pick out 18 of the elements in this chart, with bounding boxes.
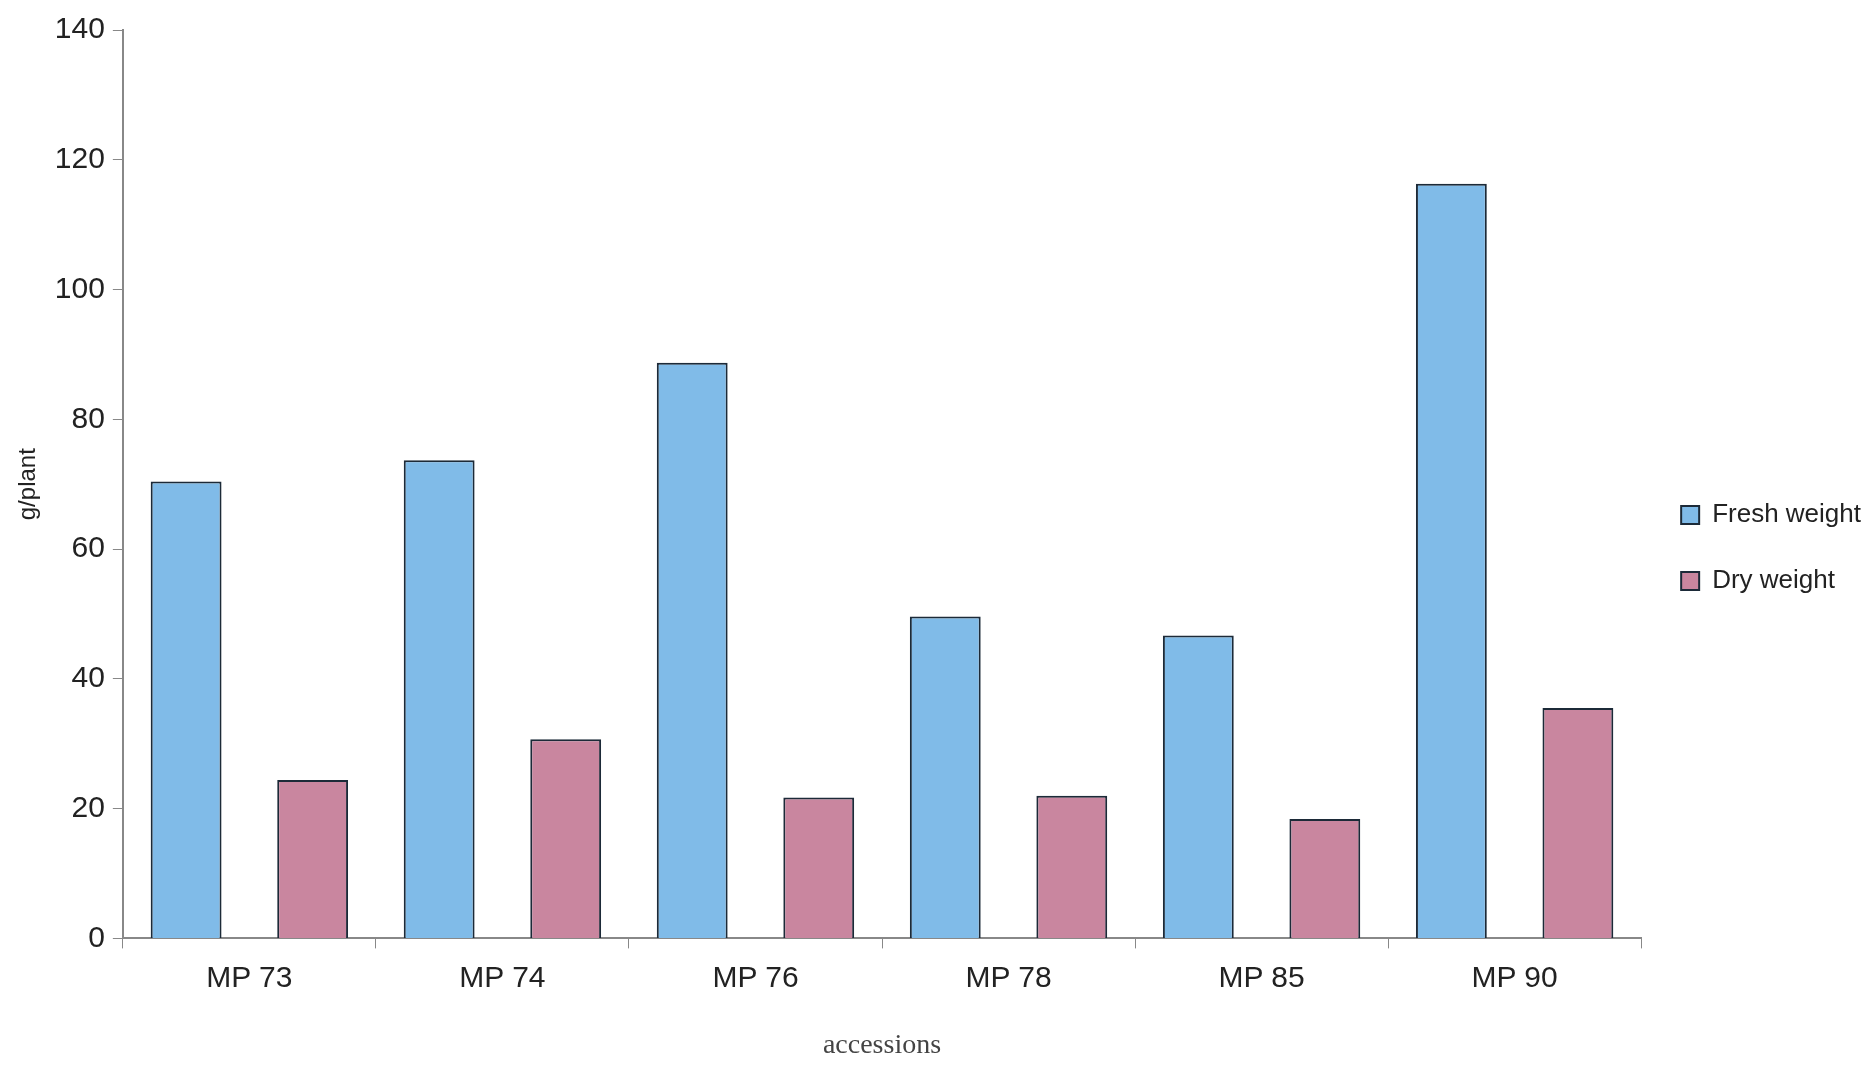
y-tick-label: 0 [88, 919, 105, 953]
y-tick-label: 60 [71, 530, 105, 564]
x-tick-label: MP 78 [965, 959, 1052, 993]
x-tick-label: MP 76 [712, 959, 799, 993]
y-tick-label: 120 [54, 141, 105, 175]
legend-label: Fresh weight [1712, 498, 1862, 529]
y-tick-label: 20 [71, 789, 105, 823]
y-tick-label: 140 [54, 11, 105, 45]
y-tick-label: 40 [71, 660, 105, 694]
y-tick-label: 80 [71, 400, 105, 434]
x-tick-label: MP 74 [459, 959, 546, 993]
x-tick-label: MP 90 [1471, 959, 1558, 993]
y-tick-label: 100 [54, 270, 105, 304]
y-axis-title: g/plant [13, 447, 41, 521]
x-axis-title: accessions [822, 1027, 942, 1059]
legend-label: Dry weight [1712, 564, 1836, 595]
x-tick-label: MP 73 [206, 959, 293, 993]
x-tick-label: MP 85 [1218, 959, 1305, 993]
